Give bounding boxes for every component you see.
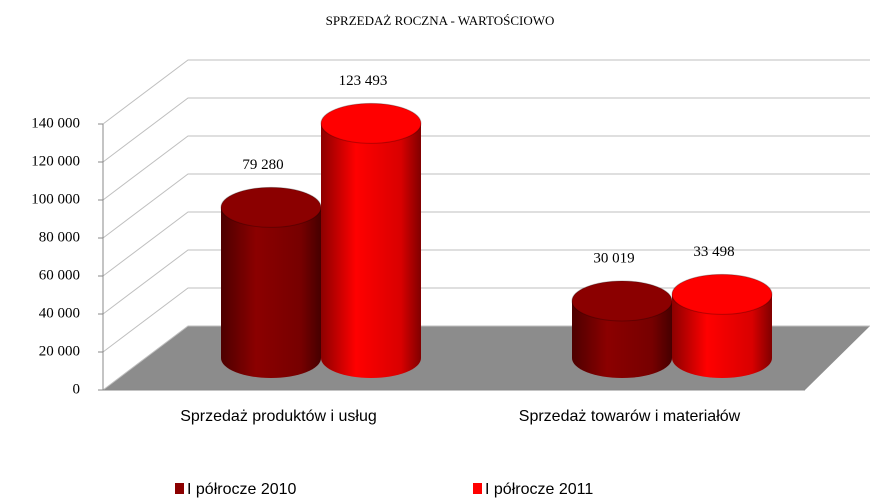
bar-shade — [221, 207, 321, 378]
x-tick-label: Sprzedaż produktów i usług — [180, 408, 377, 425]
legend-swatch — [473, 483, 482, 494]
grid-line — [102, 97, 870, 163]
data-label: 123 493 — [339, 73, 388, 89]
grid-line — [102, 173, 870, 239]
grid-line — [102, 211, 870, 277]
y-tick-label: 80 000 — [39, 229, 80, 245]
bar-top — [220, 186, 322, 228]
y-tick-label: 60 000 — [39, 267, 80, 283]
bar-shade — [321, 123, 421, 378]
y-tick-label: 20 000 — [39, 343, 80, 359]
y-tick-label: 140 000 — [31, 115, 80, 131]
grid-line — [102, 135, 870, 201]
legend-label: I półrocze 2010 — [187, 481, 297, 498]
data-label: 30 019 — [593, 250, 634, 266]
grid-line — [102, 249, 870, 315]
data-label: 79 280 — [242, 157, 283, 173]
bar-shade — [572, 300, 672, 378]
x-tick-label: Sprzedaż towarów i materiałów — [519, 408, 741, 425]
chart-title: SPRZEDAŻ ROCZNA - WARTOŚCIOWO — [326, 13, 555, 28]
bar-shade — [672, 294, 772, 378]
legend-swatch — [175, 483, 184, 494]
y-tick-label: 100 000 — [31, 191, 80, 207]
legend-label: I półrocze 2011 — [485, 481, 593, 498]
bar-top — [571, 280, 673, 322]
y-tick-label: 40 000 — [39, 305, 80, 321]
grid-line — [102, 59, 870, 125]
bar-top — [671, 273, 773, 315]
data-label: 33 498 — [693, 244, 734, 260]
y-tick-label: 120 000 — [31, 153, 80, 169]
y-tick-label: 0 — [73, 381, 81, 397]
bar-top — [320, 102, 422, 144]
